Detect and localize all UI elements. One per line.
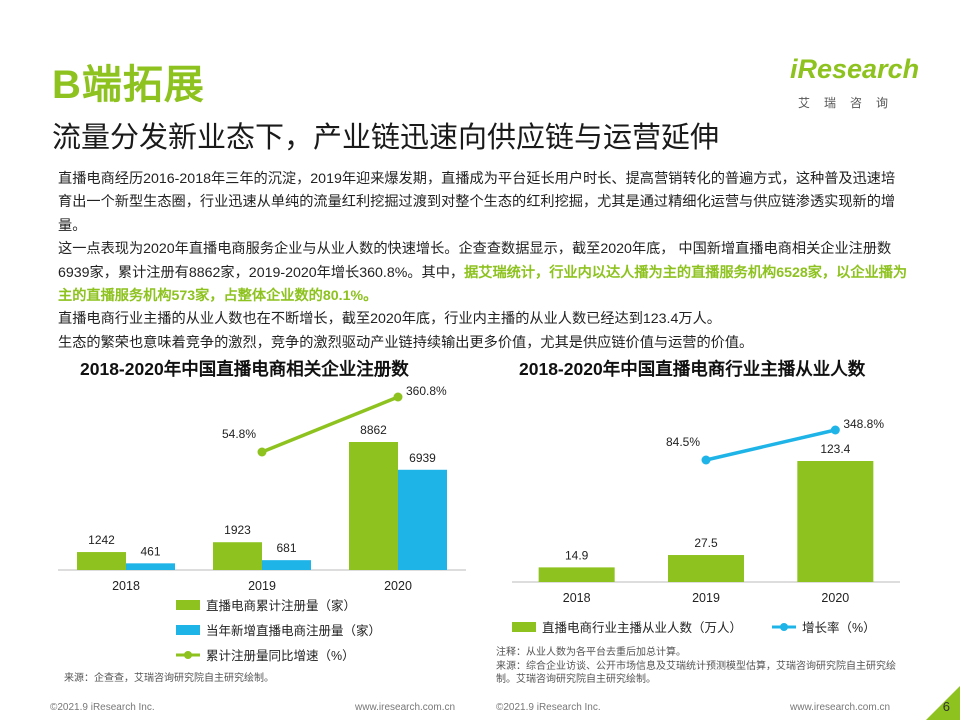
paragraph-4: 生态的繁荣也意味着竞争的激烈，竞争的激烈驱动产业链持续输出更多价值，尤其是供应链… [58,334,754,351]
chart-2-bar-s0-2020 [797,461,874,582]
page-number: 6 [942,699,950,714]
chart-1-line-s0 [261,395,399,454]
chart-1-line-point-1 [393,392,403,402]
chart-1-bar-label-s0-2020: 8862 [360,423,387,437]
chart-2-tick-2020: 2020 [821,591,849,605]
chart-1-source: 来源：企查查，艾瑞咨询研究院自主研究绘制。 [64,673,274,684]
chart-2-line-label-0: 84.5% [666,435,700,449]
chart-2-note: 注释：从业人数为各平台去重后加总计算。 [496,647,686,658]
chart-1-bar-s1-2020 [398,469,447,570]
chart-1-tick-2019: 2019 [248,579,276,593]
chart-2-bar-label-s0-2020: 123.4 [820,442,850,456]
paragraph-3: 直播电商行业主播的从业人数也在不断增长，截至2020年底，行业内主播的从业人数已… [58,311,721,328]
chart-1-bar-s1-2018 [126,563,175,570]
chart-2-line-s0 [705,428,836,462]
chart-1-bar-s1-2019 [262,560,311,570]
chart-1-legend-label-2: 累计注册量同比增速（%） [206,648,355,663]
chart-2-line-label-1: 348.8% [843,417,884,431]
chart-2-legend-dot-1 [780,623,788,631]
chart-1-line-point-0 [257,447,267,457]
body-text: 直播电商经历2016-2018年三年的沉淀，2019年迎来爆发期，直播成为平台延… [58,168,908,355]
iresearch-logo: iResearch 艾瑞咨询 [790,54,920,114]
chart-1-bar-label-s1-2020: 6939 [409,451,436,465]
footer-url-right: www.iresearch.com.cn [790,702,891,713]
chart-1-tick-2020: 2020 [384,579,412,593]
chart-1-line-label-1: 360.8% [406,384,447,398]
logo-subtitle: 艾瑞咨询 [798,96,903,110]
page-title: B端拓展 [52,63,205,107]
chart-1-legend-dot-2 [184,651,192,659]
chart-1-bar-label-s1-2019: 681 [276,541,296,555]
chart-1-title: 2018-2020年中国直播电商相关企业注册数 [80,359,409,379]
page-subtitle: 流量分发新业态下，产业链迅速向供应链与运营延伸 [52,122,720,154]
footer-copyright-right: ©2021.9 iResearch Inc. [496,702,601,713]
chart-1-legend-label-0: 直播电商累计注册量（家） [206,598,356,613]
chart-2-legend-swatch-0 [512,622,536,632]
chart-2-source: 来源：综合企业访谈、公开市场信息及艾瑞统计预测模型估算，艾瑞咨询研究院自主研究绘… [496,661,896,685]
chart-2-tick-2019: 2019 [692,591,720,605]
chart-2-tick-2018: 2018 [563,591,591,605]
chart-1-bar-s0-2018 [77,552,126,570]
chart-1-bar-label-s0-2018: 1242 [88,533,115,547]
chart-2-line-point-1 [830,425,840,435]
chart-2-legend-label-1: 增长率（%） [802,620,876,635]
logo-text: iResearch [790,54,920,84]
chart-2-bar-s0-2018 [538,567,615,582]
chart-2-bar-label-s0-2019: 27.5 [694,536,718,550]
chart-2-bar-s0-2019 [668,555,744,582]
paragraph-1: 直播电商经历2016-2018年三年的沉淀，2019年迎来爆发期，直播成为平台延… [58,171,896,234]
corner-decoration [926,686,960,720]
chart-1-legend-swatch-0 [176,600,200,610]
chart-2-title: 2018-2020年中国直播电商行业主播从业人数 [519,359,866,379]
chart-1-line-label-0: 54.8% [222,427,256,441]
chart-1-bar-label-s0-2019: 1923 [224,523,251,537]
chart-1-bar-s0-2020 [349,442,398,570]
chart-2-legend-label-0: 直播电商行业主播从业人数（万人） [542,620,742,635]
highlight-text: 据艾瑞统计，行业内以达人播为主的直播服务机构6528家，以企业播为主的直播服务机… [58,264,908,305]
chart-1-bar-label-s1-2018: 461 [140,544,160,558]
chart-2-bar-label-s0-2018: 14.9 [565,548,589,562]
chart-2-line-point-0 [701,455,711,465]
footer-url-left: www.iresearch.com.cn [355,702,456,713]
chart-1-tick-2018: 2018 [112,579,140,593]
footer-copyright-left: ©2021.9 iResearch Inc. [50,702,155,713]
chart-1-bar-s0-2019 [213,542,262,570]
chart-1-legend-swatch-1 [176,625,200,635]
chart-1-legend-label-1: 当年新增直播电商注册量（家） [206,623,381,638]
paragraph-2: 这一点表现为2020年直播电商服务企业与从业人数的快速增长。企查查数据显示，截至… [58,241,908,305]
